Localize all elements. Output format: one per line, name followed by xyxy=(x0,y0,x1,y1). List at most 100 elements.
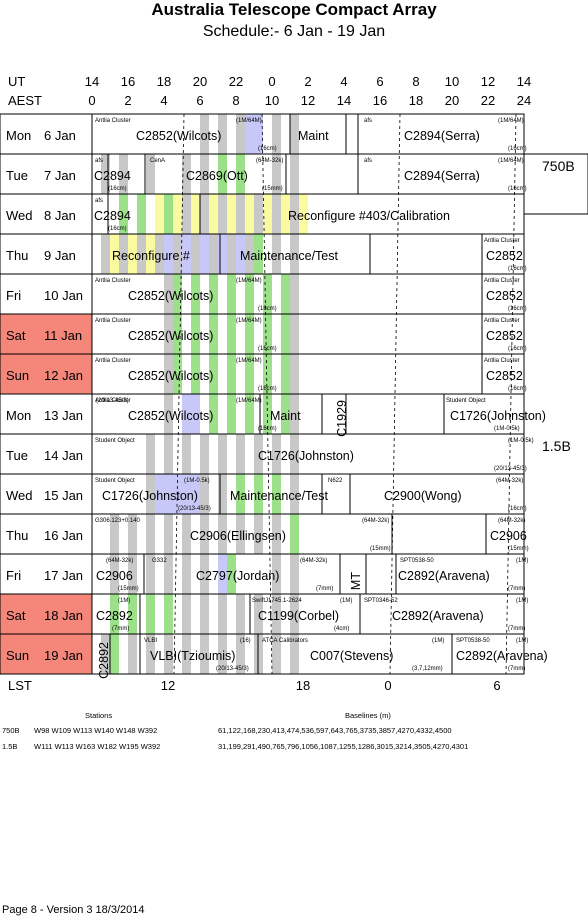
block-gray xyxy=(236,514,245,554)
block-gray xyxy=(200,114,209,154)
block-green xyxy=(191,354,200,394)
footer-stations-1-5b: W111 W113 W163 W182 W195 W392 xyxy=(34,742,161,751)
observation-label: C2852(Wilcots) xyxy=(136,129,221,143)
day-date: 9 Jan xyxy=(44,248,76,263)
block-gray xyxy=(182,434,191,474)
block-gray xyxy=(182,194,191,234)
block-green xyxy=(218,154,227,194)
block-blue xyxy=(218,234,227,274)
block-gray xyxy=(200,434,209,474)
block-gray xyxy=(200,634,209,674)
aest-label: AEST xyxy=(8,93,42,108)
block-green xyxy=(263,274,272,314)
block-green xyxy=(191,314,200,354)
block-green xyxy=(128,594,137,634)
observation-detail: (16cm) xyxy=(508,186,527,192)
weekend-day-cell xyxy=(0,314,92,354)
block-gray xyxy=(164,274,173,314)
observation-detail: (16cm) xyxy=(508,266,527,272)
observation-label: C1929 xyxy=(335,400,349,437)
observation-detail: ATCA Calibrators xyxy=(262,638,308,644)
ut-tick: 16 xyxy=(120,74,136,89)
block-gray xyxy=(164,634,173,674)
day-date: 14 Jan xyxy=(44,448,83,463)
observation-detail: afs xyxy=(364,158,372,164)
block-gray xyxy=(146,434,155,474)
aest-tick: 18 xyxy=(408,93,424,108)
observation-detail: (15mm) xyxy=(508,546,529,552)
block-gray xyxy=(236,594,245,634)
observation-detail: Antlia Cluster xyxy=(95,358,131,364)
day-name: Mon xyxy=(6,128,31,143)
aest-tick: 10 xyxy=(264,93,280,108)
block-green xyxy=(272,474,281,514)
stations-label: Stations xyxy=(85,711,113,720)
day-date: 12 Jan xyxy=(44,368,83,383)
ut-tick: 6 xyxy=(376,74,384,89)
block-green xyxy=(164,194,173,234)
ut-tick: 0 xyxy=(268,74,276,89)
block-gray xyxy=(128,554,137,594)
observation-detail: (64M-32k) xyxy=(300,558,327,564)
footer-config-1-5b: 1.5B xyxy=(2,742,18,751)
block-gray xyxy=(164,314,173,354)
block-green xyxy=(209,394,218,434)
block-gray xyxy=(200,154,209,194)
ut-tick: 2 xyxy=(304,74,312,89)
observation-label: C2894(Serra) xyxy=(404,129,480,143)
block-gray xyxy=(218,434,227,474)
day-date: 6 Jan xyxy=(44,128,76,143)
observation-label: C2852(Wilcots) xyxy=(128,329,213,343)
block-gray xyxy=(101,154,110,194)
block-yellow xyxy=(209,194,218,234)
day-date: 10 Jan xyxy=(44,288,83,303)
block-green xyxy=(110,634,119,674)
observation-detail: (16cm) xyxy=(258,346,277,352)
block-gray xyxy=(182,514,191,554)
observation-label: C2894 xyxy=(94,209,131,223)
block-green xyxy=(281,394,290,434)
aest-tick: 0 xyxy=(88,93,96,108)
day-name: Sun xyxy=(6,648,29,663)
observation-label: C2900(Wong) xyxy=(384,489,462,503)
observation-detail: SPT0538-50 xyxy=(400,558,434,564)
block-gray xyxy=(272,194,281,234)
block-gray xyxy=(137,234,146,274)
observation-detail: (16cm) xyxy=(508,306,527,312)
block-green xyxy=(146,594,155,634)
observation-label: C2852(Wilcots) xyxy=(128,289,213,303)
page-title: Australia Telescope Compact Array xyxy=(151,0,437,19)
block-gray xyxy=(128,514,137,554)
block-green xyxy=(191,274,200,314)
day-name: Thu xyxy=(6,528,28,543)
aest-tick: 16 xyxy=(372,93,388,108)
block-green xyxy=(173,354,182,394)
block-green xyxy=(245,314,254,354)
observation-detail: (16cm) xyxy=(508,146,527,152)
block-gray xyxy=(101,234,110,274)
observation-label: C2852 xyxy=(486,329,523,343)
lst-label: LST xyxy=(8,678,32,693)
observation-detail: N622 xyxy=(328,478,343,484)
block-gray xyxy=(200,514,209,554)
observation-detail: (15mm) xyxy=(370,546,391,552)
observation-label: C1199(Corbel) xyxy=(258,609,339,623)
observation-detail: Antlia Cluster xyxy=(95,398,131,404)
block-gray xyxy=(290,274,299,314)
block-gray xyxy=(290,594,299,634)
block-green xyxy=(281,314,290,354)
observation-detail: (1M/64M) xyxy=(236,118,262,124)
block-gray xyxy=(245,234,254,274)
block-gray xyxy=(272,234,281,274)
baselines-label: Baselines (m) xyxy=(345,711,391,720)
day-date: 18 Jan xyxy=(44,608,83,623)
day-name: Wed xyxy=(6,208,33,223)
observation-detail: (1M) xyxy=(516,638,528,644)
observation-detail: (64M-32k) xyxy=(496,478,523,484)
day-name: Sat xyxy=(6,608,26,623)
day-date: 11 Jan xyxy=(44,328,82,343)
lst-tick: 18 xyxy=(295,678,311,693)
observation-label: C2906 xyxy=(96,569,133,583)
observation-detail: (1M/64M) xyxy=(498,118,524,124)
